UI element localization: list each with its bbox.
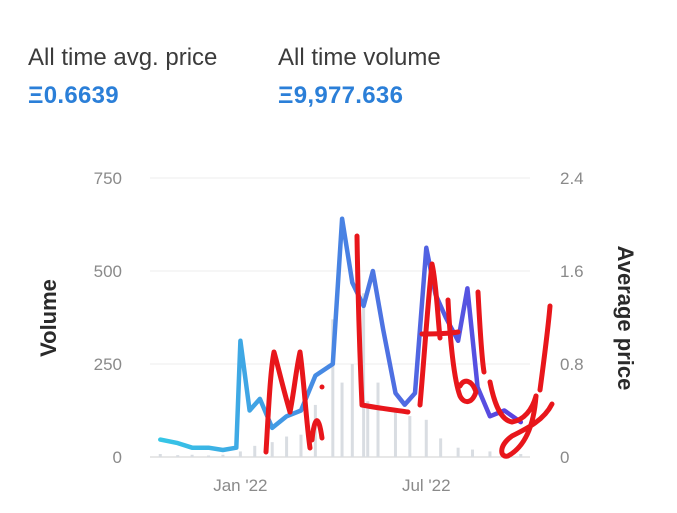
volume-label: All time volume bbox=[278, 44, 441, 71]
scribble-stroke bbox=[499, 393, 555, 459]
volume-bar bbox=[470, 449, 474, 457]
price-line bbox=[158, 216, 524, 453]
volume-bar bbox=[350, 364, 354, 457]
volume-bar bbox=[456, 447, 460, 457]
volume-bar bbox=[366, 401, 370, 457]
scribble-stroke bbox=[263, 349, 293, 455]
left-tick-label: 250 bbox=[94, 355, 122, 374]
right-tick-label: 0.8 bbox=[560, 355, 584, 374]
volume-bar bbox=[408, 416, 412, 457]
volume-value: Ξ9,977.636 bbox=[278, 82, 404, 109]
scribble-stroke bbox=[537, 303, 553, 393]
right-tick-label: 1.6 bbox=[560, 262, 584, 281]
scribble-stroke bbox=[487, 379, 539, 425]
volume-bar bbox=[488, 451, 492, 457]
left-tick-label: 500 bbox=[94, 262, 122, 281]
scribble-stroke bbox=[419, 329, 461, 337]
y-axis-left-label: Volume bbox=[36, 279, 61, 357]
volume-bar bbox=[253, 445, 257, 457]
avg-price-label: All time avg. price bbox=[28, 44, 218, 71]
scribble-dot bbox=[319, 384, 325, 390]
x-tick-label: Jul '22 bbox=[402, 476, 451, 495]
volume-bar bbox=[299, 434, 303, 457]
volume-bar bbox=[158, 454, 162, 457]
scribble-stroke bbox=[309, 418, 325, 443]
volume-bar bbox=[331, 319, 335, 457]
volume-bar bbox=[362, 293, 366, 457]
volume-bar bbox=[176, 455, 180, 457]
scribble-stroke bbox=[287, 349, 313, 451]
stat-volume: All time volume Ξ9,977.636 bbox=[278, 44, 441, 110]
left-tick-label: 0 bbox=[113, 448, 122, 467]
scribble-stroke bbox=[445, 297, 479, 404]
volume-bar bbox=[270, 442, 274, 457]
volume-bar bbox=[340, 382, 344, 457]
scribble-stroke bbox=[417, 261, 443, 408]
right-tick-label: 0 bbox=[560, 448, 569, 467]
volume-bar bbox=[238, 451, 242, 457]
volume-bar bbox=[285, 436, 289, 457]
right-tick-label: 2.4 bbox=[560, 169, 584, 188]
x-tick-label: Jan '22 bbox=[213, 476, 267, 495]
red-scribble-annotation bbox=[263, 233, 555, 459]
scribble-stroke bbox=[475, 289, 487, 375]
volume-bar bbox=[376, 382, 380, 457]
volume-bar bbox=[207, 455, 211, 457]
volume-bar bbox=[393, 412, 397, 457]
y-axis-right-label: Average price bbox=[613, 246, 638, 391]
volume-bar bbox=[424, 419, 428, 457]
stat-avg-price: All time avg. price Ξ0.6639 bbox=[28, 44, 217, 110]
scribble-stroke bbox=[354, 233, 411, 415]
avg-price-value: Ξ0.6639 bbox=[28, 82, 119, 109]
volume-bar bbox=[190, 454, 194, 457]
volume-bar bbox=[519, 454, 523, 457]
left-tick-label: 750 bbox=[94, 169, 122, 188]
volume-bars bbox=[158, 293, 523, 457]
tick-labels: 0 250 500 750 0 0.8 1.6 2.4 Jan '22 Jul '22 bbox=[94, 169, 584, 495]
volume-bar bbox=[439, 438, 443, 457]
price-line-group bbox=[158, 216, 524, 453]
volume-bar bbox=[221, 454, 225, 457]
